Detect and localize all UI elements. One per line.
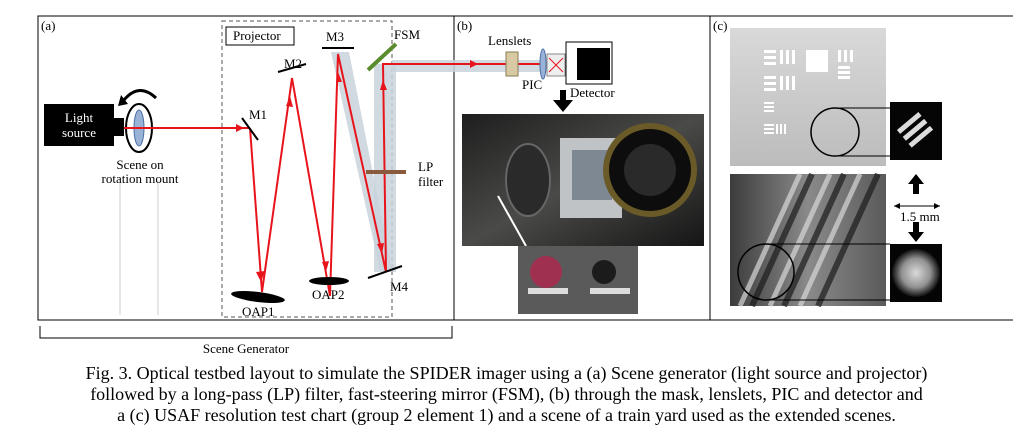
down-arrow-icon-c xyxy=(908,222,924,242)
scene-label-2: rotation mount xyxy=(101,171,179,186)
light-source-label-1: Light xyxy=(64,110,94,125)
light-source-label-2: source xyxy=(62,125,96,140)
figure-graphic xyxy=(37,15,1013,339)
panel-c-diagram xyxy=(730,28,942,308)
panel-a-diagram xyxy=(39,20,562,339)
rotation-arrow-icon xyxy=(122,89,158,101)
up-arrow-icon xyxy=(908,174,924,194)
mirror-m1 xyxy=(241,117,259,141)
m2-label: M2 xyxy=(284,56,303,71)
scene-generator-bracket xyxy=(39,326,453,339)
projector-label: Projector xyxy=(233,28,281,43)
lp-label-2: filter xyxy=(418,174,444,189)
mirror-m2 xyxy=(277,63,307,73)
lenslets-label: Lenslets xyxy=(488,33,532,48)
down-arrow-icon xyxy=(553,90,573,112)
scene-label-1: Scene on xyxy=(116,157,164,172)
detector-body xyxy=(577,48,610,80)
usaf-chart-image xyxy=(730,28,886,166)
caption-line-1: Fig. 3. Optical testbed layout to simula… xyxy=(85,363,928,383)
m1-label: M1 xyxy=(249,107,268,122)
mirror-fsm xyxy=(366,42,398,72)
light-source-nozzle xyxy=(114,118,124,136)
panel-a-tag: (a) xyxy=(41,18,56,33)
panel-b-diagram xyxy=(462,41,704,314)
caption-line-3: a (c) USAF resolution test chart (group … xyxy=(117,405,896,425)
beam-path xyxy=(124,53,562,297)
beam-shade-horizontal xyxy=(392,60,560,72)
m4-label: M4 xyxy=(390,279,409,294)
projector-label-box xyxy=(225,26,295,46)
caption-line-2: followed by a long-pass (LP) filter, fas… xyxy=(90,384,923,404)
scale-label: 1.5 mm xyxy=(900,209,940,224)
oap1-label: OAP1 xyxy=(242,304,275,319)
panel-c-tag: (c) xyxy=(713,18,728,33)
light-source-box xyxy=(44,104,114,146)
lenslets-block xyxy=(505,51,519,77)
mirror-oap2 xyxy=(309,277,349,285)
m3-label: M3 xyxy=(326,29,345,44)
panel-b-tag: (b) xyxy=(457,18,473,33)
panel-frames xyxy=(37,15,1013,321)
fsm-label: FSM xyxy=(394,27,421,42)
mirror-m4 xyxy=(367,265,403,279)
detector-label: Detector xyxy=(570,85,615,100)
mirror-oap1 xyxy=(231,291,285,303)
pic-label: PIC xyxy=(522,77,543,92)
oap2-label: OAP2 xyxy=(312,287,345,302)
lp-label-1: LP xyxy=(418,159,434,174)
scene-generator-label: Scene Generator xyxy=(202,341,290,356)
beam-arrowheads xyxy=(236,60,478,282)
lens-icon xyxy=(539,48,547,80)
